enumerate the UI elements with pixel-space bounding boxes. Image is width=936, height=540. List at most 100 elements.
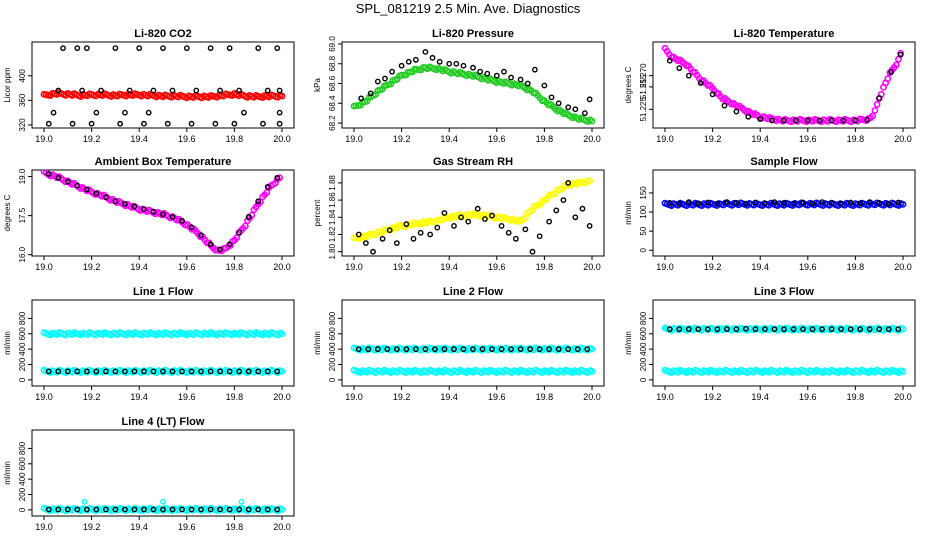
- data-point: [160, 506, 166, 513]
- data-point: [560, 197, 567, 204]
- data-point: [207, 506, 214, 513]
- data-point: [489, 212, 495, 219]
- data-point: [804, 117, 811, 124]
- figure-title: SPL_081219 2.5 Min. Ave. Diagnostics: [355, 1, 581, 16]
- y-tick-label: 200: [328, 357, 337, 371]
- data-point: [188, 506, 195, 513]
- data-point: [255, 506, 262, 513]
- x-tick-label: 19.2: [393, 134, 411, 144]
- x-tick-label: 19.8: [847, 262, 865, 272]
- data-point: [501, 68, 507, 75]
- x-tick-label: 19.0: [35, 392, 53, 402]
- data-point: [572, 214, 579, 221]
- plot-frame: [652, 41, 916, 129]
- data-point: [64, 368, 71, 375]
- data-point: [370, 248, 376, 255]
- data-point: [145, 109, 152, 116]
- data-point: [393, 346, 400, 353]
- data-point: [379, 235, 386, 242]
- data-point: [847, 326, 854, 333]
- x-tick-label: 19.8: [226, 262, 244, 272]
- data-point: [55, 368, 62, 375]
- series-group: [40, 498, 286, 515]
- data-point: [866, 326, 873, 333]
- data-point: [278, 330, 286, 338]
- y-axis-label: ml/min: [3, 461, 12, 485]
- chart-title: Gas Stream RH: [433, 156, 513, 168]
- y-tick-label: 600: [18, 457, 27, 471]
- data-point: [828, 199, 835, 206]
- y-tick-label: 600: [18, 327, 27, 341]
- x-tick-label: 19.4: [440, 134, 458, 144]
- data-point: [274, 506, 281, 513]
- data-point: [179, 368, 185, 375]
- data-point: [714, 200, 721, 207]
- data-point: [441, 210, 448, 216]
- data-point: [800, 199, 806, 206]
- data-point: [869, 112, 877, 120]
- data-point: [69, 120, 76, 127]
- data-point: [752, 326, 759, 333]
- data-point: [136, 45, 143, 52]
- x-tick-label: 19.0: [345, 134, 363, 144]
- data-point: [122, 200, 128, 207]
- data-point: [231, 120, 238, 127]
- data-point: [83, 368, 90, 375]
- y-tick-label: 150: [639, 186, 648, 200]
- data-point: [800, 326, 806, 333]
- data-point: [470, 64, 476, 71]
- data-point: [427, 231, 434, 238]
- data-point: [226, 368, 233, 375]
- y-tick-label: 68.4: [328, 95, 337, 111]
- data-point: [586, 96, 593, 103]
- y-tick-label: 51.225: [639, 97, 648, 122]
- data-point: [888, 69, 894, 75]
- data-point: [117, 120, 124, 127]
- x-tick-label: 19.0: [656, 262, 674, 272]
- data-point: [793, 117, 799, 124]
- y-tick-label: 51.270: [639, 63, 648, 88]
- plot-frame: [652, 299, 916, 387]
- data-point: [866, 199, 873, 206]
- chart-line2: Line 2 Flow ml/min 19.0 19.2 19.4 19.6 19.8 20.…: [313, 286, 605, 402]
- y-tick-label: 400: [639, 342, 648, 356]
- x-tick-label: 19.2: [83, 522, 101, 532]
- data-point: [169, 214, 176, 220]
- x-tick-label: 20.0: [894, 262, 912, 272]
- data-point: [714, 326, 721, 333]
- x-tick-label: 20.0: [583, 134, 601, 144]
- x-tick-label: 19.4: [130, 134, 148, 144]
- data-point: [403, 221, 410, 228]
- data-point: [169, 368, 176, 375]
- data-point: [93, 368, 100, 375]
- x-tick-label: 20.0: [273, 522, 291, 532]
- y-tick-label: 600: [328, 327, 337, 341]
- data-point: [685, 326, 692, 333]
- data-point: [451, 346, 457, 353]
- data-point: [276, 87, 283, 94]
- data-point: [358, 95, 365, 102]
- data-point: [581, 110, 588, 117]
- data-point: [241, 109, 247, 116]
- plot-frame: [341, 41, 605, 129]
- data-point: [160, 211, 166, 218]
- data-point: [517, 346, 524, 353]
- data-point: [226, 241, 233, 248]
- data-point: [498, 346, 505, 353]
- x-tick-label: 19.0: [35, 262, 53, 272]
- data-point: [733, 199, 740, 206]
- data-point: [565, 346, 572, 353]
- data-point: [484, 70, 491, 77]
- x-tick-label: 19.2: [83, 392, 101, 402]
- data-point: [498, 222, 505, 229]
- data-point: [897, 51, 904, 58]
- data-point: [264, 368, 271, 375]
- chart-title: Line 4 (LT) Flow: [122, 416, 205, 428]
- x-tick-label: 20.0: [583, 392, 601, 402]
- data-point: [112, 45, 119, 52]
- data-point: [374, 78, 381, 85]
- x-tick-label: 20.0: [273, 262, 291, 272]
- data-point: [588, 117, 596, 125]
- chart-box_temp: Ambient Box Temperature degrees C 19.0 19.2…: [3, 156, 295, 272]
- plot-frame: [31, 429, 295, 517]
